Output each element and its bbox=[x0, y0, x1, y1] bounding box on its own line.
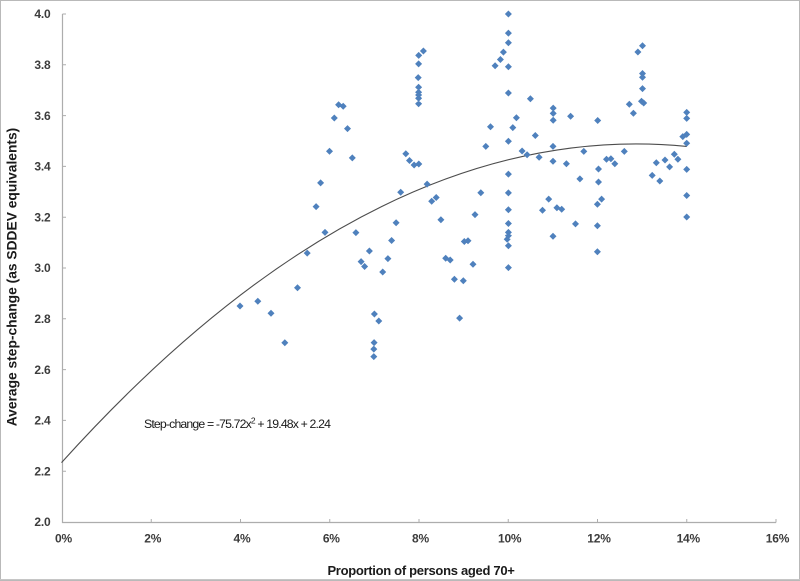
svg-text:10%: 10% bbox=[498, 532, 522, 546]
svg-text:16%: 16% bbox=[766, 532, 790, 546]
svg-text:3.2: 3.2 bbox=[34, 210, 51, 224]
svg-text:12%: 12% bbox=[587, 532, 611, 546]
svg-text:6%: 6% bbox=[323, 532, 340, 546]
svg-text:3.6: 3.6 bbox=[34, 109, 51, 123]
svg-text:4%: 4% bbox=[234, 532, 251, 546]
svg-text:2.0: 2.0 bbox=[34, 515, 51, 529]
svg-text:14%: 14% bbox=[677, 532, 701, 546]
svg-text:2.2: 2.2 bbox=[34, 464, 51, 478]
svg-text:4.0: 4.0 bbox=[34, 7, 51, 21]
svg-text:3.4: 3.4 bbox=[34, 160, 51, 174]
svg-text:2%: 2% bbox=[144, 532, 161, 546]
svg-text:Step-change = -75.72x2 + 19.48: Step-change = -75.72x2 + 19.48x + 2.24 bbox=[144, 416, 331, 432]
svg-text:3.0: 3.0 bbox=[34, 261, 51, 275]
svg-text:2.4: 2.4 bbox=[34, 414, 51, 428]
svg-text:0%: 0% bbox=[55, 532, 72, 546]
svg-text:Average step-change (as SDDEV: Average step-change (as SDDEV equivalent… bbox=[5, 128, 20, 427]
svg-text:3.8: 3.8 bbox=[34, 58, 51, 72]
svg-text:2.6: 2.6 bbox=[34, 363, 51, 377]
svg-text:Proportion of persons aged 70+: Proportion of persons aged 70+ bbox=[327, 563, 515, 578]
svg-text:2.8: 2.8 bbox=[34, 312, 51, 326]
svg-text:8%: 8% bbox=[412, 532, 429, 546]
